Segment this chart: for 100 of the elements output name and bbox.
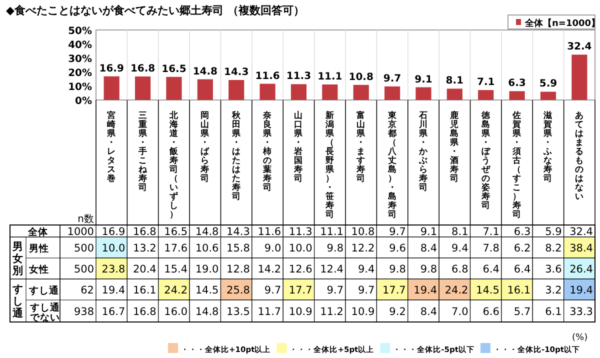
data-label: 9.7 <box>326 284 344 296</box>
data-label: 17.7 <box>288 284 312 296</box>
bar <box>260 84 276 100</box>
data-label: 8.1 <box>452 226 468 238</box>
data-label: 7.1 <box>476 77 495 88</box>
data-label: 32.4 <box>570 226 594 238</box>
y2-tick-label: 500 <box>74 264 94 276</box>
data-label: 9.1 <box>420 226 438 238</box>
data-label: 16.5 <box>164 226 188 238</box>
data-label: 5.7 <box>514 306 531 318</box>
data-label: 3.2 <box>545 284 562 296</box>
y-tick-label: すし通 <box>28 284 60 296</box>
y-tick-label: 10% <box>68 82 92 93</box>
data-label: 16.9 <box>99 63 124 74</box>
data-label: 19.4 <box>414 284 438 296</box>
data-label: 10.9 <box>351 306 375 318</box>
data-label: 6.8 <box>452 264 468 276</box>
data-label: 38.4 <box>570 242 594 254</box>
data-label: 12.2 <box>351 242 375 254</box>
data-label: 13.5 <box>226 306 250 318</box>
data-label: 12.8 <box>226 264 250 276</box>
data-label: 16.1 <box>507 284 531 296</box>
data-label: 8.4 <box>420 242 438 254</box>
data-label: 9.8 <box>326 242 344 254</box>
x-tick-label: 岡山県・ばら寿司 <box>200 110 211 184</box>
data-label: 17.6 <box>164 242 188 254</box>
category-label: 北海道・飯寿司（いずし） <box>169 111 178 220</box>
bar <box>322 84 338 100</box>
data-label: 9.2 <box>389 306 406 318</box>
data-label: 9.7 <box>383 73 402 84</box>
data-label: 14.8 <box>195 306 219 318</box>
y-tick-label: 女性 <box>28 264 49 276</box>
data-label: 14.3 <box>224 66 249 78</box>
y-tick-label: 40% <box>68 40 92 51</box>
data-label: 10.9 <box>288 306 312 318</box>
bar <box>290 84 307 100</box>
data-label: 11.2 <box>320 306 344 318</box>
category-label: 秋田県・はたはた寿司 <box>232 111 241 202</box>
data-label: 9.8 <box>389 264 406 276</box>
data-label: 9.1 <box>414 74 432 86</box>
data-label: 6.3 <box>514 226 531 238</box>
data-label: 11.3 <box>286 71 312 82</box>
bar <box>478 90 494 100</box>
data-label: 16.5 <box>162 64 186 75</box>
data-label: 23.8 <box>102 264 126 276</box>
data-label: 9.0 <box>264 242 282 254</box>
bar <box>166 76 182 100</box>
data-label: 14.5 <box>195 284 219 296</box>
data-label: 20.4 <box>132 264 157 276</box>
bar <box>572 54 588 100</box>
data-label: 14.5 <box>476 284 500 296</box>
x-tick-label: 滋賀県・ふな寿司 <box>542 110 554 184</box>
bar <box>384 86 400 100</box>
data-label: 7.0 <box>452 306 468 318</box>
text: (%) <box>572 333 588 343</box>
y2-tick-label: 62 <box>80 284 94 296</box>
bar <box>353 84 369 100</box>
text: n数 <box>78 214 94 225</box>
data-label: 3.6 <box>545 264 562 276</box>
y2-tick-label: 500 <box>74 242 94 254</box>
data-label: 12.6 <box>288 264 313 276</box>
category-label: 奈良県・柿の葉寿司 <box>263 111 272 193</box>
data-label: 16.8 <box>132 226 156 238</box>
bar <box>134 76 151 100</box>
data-label: 6.4 <box>482 264 500 276</box>
data-label: 9.4 <box>452 242 469 254</box>
data-label: 14.2 <box>258 264 282 276</box>
data-label: 8.2 <box>545 242 562 254</box>
x-tick-label: 鹿児島県・酒寿司 <box>449 110 460 184</box>
x-tick-label: 宮崎県・レタス巻 <box>106 110 118 184</box>
y2-tick-label: 1000 <box>67 226 94 238</box>
data-label: 11.6 <box>255 70 280 82</box>
data-label: 9.7 <box>389 226 406 238</box>
data-label: 19.0 <box>195 264 219 276</box>
text: 男女別 <box>12 241 24 277</box>
category-label: 石川県・かぶら寿司 <box>418 111 428 193</box>
category-label: 徳島県・ぼうぜの姿寿司 <box>481 111 490 211</box>
data-label: 9.7 <box>264 284 282 296</box>
data-label: 8.4 <box>420 306 438 318</box>
bar <box>416 87 432 100</box>
data-label: 6.2 <box>514 242 531 254</box>
data-label: 9.4 <box>358 264 375 276</box>
legend-label: 全体【n=1000】 <box>524 18 600 29</box>
y-tick-label: 男性 <box>28 242 49 254</box>
data-label: 24.2 <box>444 284 468 296</box>
x-tick-label: 富山県・ます寿司 <box>356 110 367 184</box>
bar <box>509 91 525 100</box>
data-label: 9.6 <box>389 242 406 254</box>
data-label: 10.0 <box>102 242 126 254</box>
data-label: 19.4 <box>102 284 126 296</box>
data-label: 16.9 <box>102 226 126 238</box>
data-label: 6.4 <box>514 264 531 276</box>
data-label: 16.8 <box>130 63 156 74</box>
data-label: 17.7 <box>382 284 406 296</box>
y-tick-label: 全体 <box>27 226 49 238</box>
data-label: 11.6 <box>258 226 282 238</box>
data-label: 33.3 <box>570 306 593 318</box>
category-label: あてはまるものはない <box>574 111 584 202</box>
data-label: 14.8 <box>192 66 218 78</box>
data-label: 10.0 <box>288 242 312 254</box>
